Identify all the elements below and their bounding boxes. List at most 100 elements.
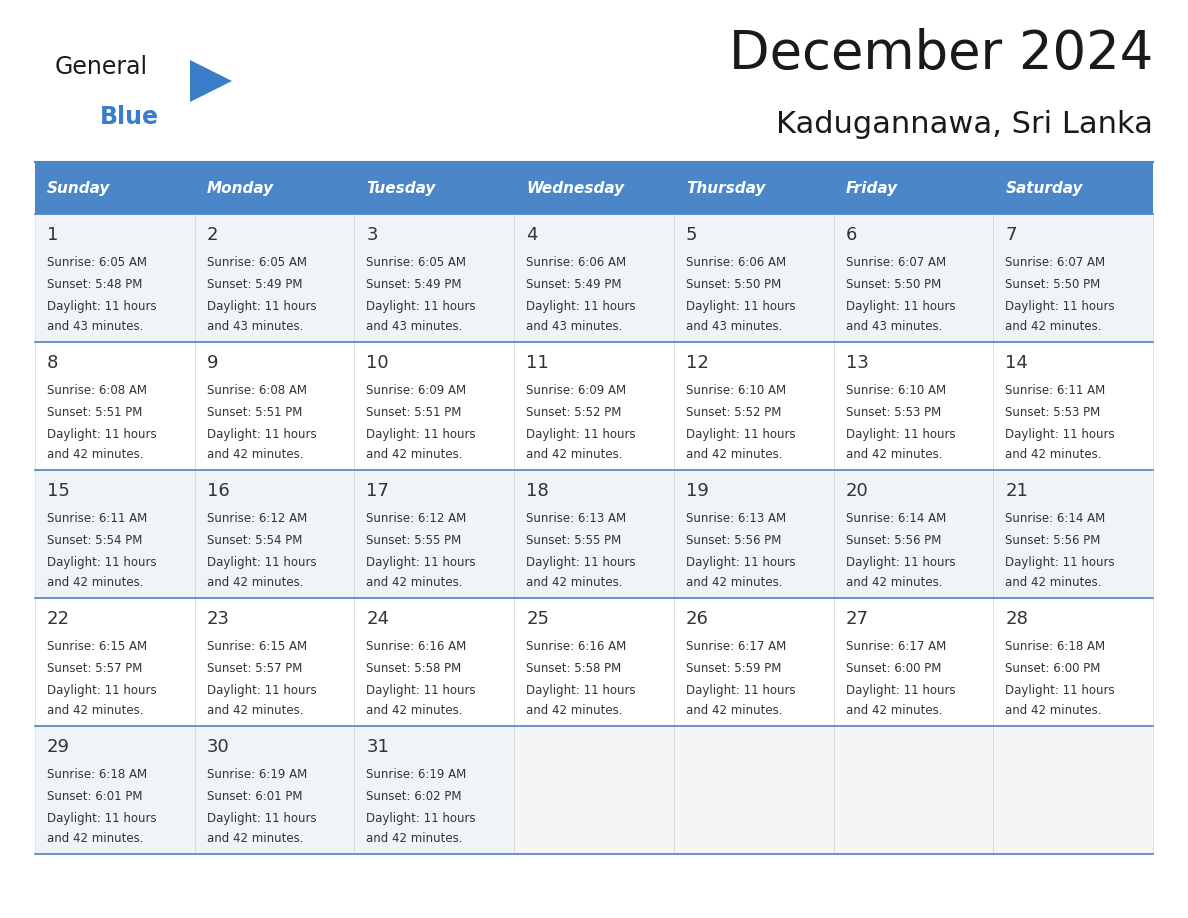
Text: 3: 3 bbox=[366, 226, 378, 244]
Bar bbox=[674, 726, 834, 854]
Text: Sunset: 5:57 PM: Sunset: 5:57 PM bbox=[207, 662, 302, 675]
Bar bbox=[514, 470, 674, 598]
Text: Sunset: 5:52 PM: Sunset: 5:52 PM bbox=[526, 406, 621, 419]
Text: and 43 minutes.: and 43 minutes. bbox=[846, 320, 942, 333]
Bar bbox=[514, 342, 674, 470]
Text: Daylight: 11 hours: Daylight: 11 hours bbox=[1005, 684, 1114, 697]
Text: Monday: Monday bbox=[207, 181, 274, 196]
Bar bbox=[34, 598, 195, 726]
Text: 31: 31 bbox=[366, 738, 390, 756]
Text: 15: 15 bbox=[48, 482, 70, 500]
Text: Sunset: 5:54 PM: Sunset: 5:54 PM bbox=[207, 534, 302, 547]
Text: Sunrise: 6:15 AM: Sunrise: 6:15 AM bbox=[48, 640, 147, 653]
Bar bbox=[834, 726, 993, 854]
Text: and 43 minutes.: and 43 minutes. bbox=[207, 320, 303, 333]
Text: Daylight: 11 hours: Daylight: 11 hours bbox=[1005, 556, 1114, 569]
Text: Daylight: 11 hours: Daylight: 11 hours bbox=[48, 556, 157, 569]
Text: Daylight: 11 hours: Daylight: 11 hours bbox=[526, 556, 636, 569]
Text: Sunrise: 6:05 AM: Sunrise: 6:05 AM bbox=[366, 256, 467, 269]
Text: Sunset: 5:59 PM: Sunset: 5:59 PM bbox=[685, 662, 782, 675]
Text: Friday: Friday bbox=[846, 181, 898, 196]
Bar bbox=[354, 470, 514, 598]
Text: Sunset: 5:58 PM: Sunset: 5:58 PM bbox=[526, 662, 621, 675]
Text: Sunset: 5:48 PM: Sunset: 5:48 PM bbox=[48, 278, 143, 291]
Bar bbox=[993, 726, 1154, 854]
Text: December 2024: December 2024 bbox=[728, 28, 1154, 80]
Text: Sunset: 5:52 PM: Sunset: 5:52 PM bbox=[685, 406, 782, 419]
Text: and 42 minutes.: and 42 minutes. bbox=[366, 448, 463, 461]
Text: Sunset: 6:01 PM: Sunset: 6:01 PM bbox=[207, 790, 302, 803]
Text: Daylight: 11 hours: Daylight: 11 hours bbox=[366, 300, 476, 313]
Text: 10: 10 bbox=[366, 354, 388, 372]
Text: and 42 minutes.: and 42 minutes. bbox=[685, 448, 783, 461]
Text: and 42 minutes.: and 42 minutes. bbox=[846, 448, 942, 461]
Text: Daylight: 11 hours: Daylight: 11 hours bbox=[207, 428, 316, 441]
Bar bbox=[195, 598, 354, 726]
Bar bbox=[674, 162, 834, 214]
Text: Thursday: Thursday bbox=[685, 181, 765, 196]
Bar bbox=[354, 726, 514, 854]
Text: Daylight: 11 hours: Daylight: 11 hours bbox=[846, 428, 955, 441]
Bar bbox=[195, 726, 354, 854]
Text: Daylight: 11 hours: Daylight: 11 hours bbox=[526, 428, 636, 441]
Text: Sunset: 5:51 PM: Sunset: 5:51 PM bbox=[366, 406, 462, 419]
Bar bbox=[514, 726, 674, 854]
Text: Sunrise: 6:07 AM: Sunrise: 6:07 AM bbox=[846, 256, 946, 269]
Text: Sunrise: 6:16 AM: Sunrise: 6:16 AM bbox=[526, 640, 626, 653]
Text: and 43 minutes.: and 43 minutes. bbox=[48, 320, 144, 333]
Text: Daylight: 11 hours: Daylight: 11 hours bbox=[526, 300, 636, 313]
Text: Sunset: 6:01 PM: Sunset: 6:01 PM bbox=[48, 790, 143, 803]
Text: Daylight: 11 hours: Daylight: 11 hours bbox=[526, 684, 636, 697]
Text: Sunrise: 6:09 AM: Sunrise: 6:09 AM bbox=[366, 384, 467, 397]
Bar bbox=[834, 214, 993, 342]
Text: Daylight: 11 hours: Daylight: 11 hours bbox=[1005, 300, 1114, 313]
Text: Daylight: 11 hours: Daylight: 11 hours bbox=[846, 684, 955, 697]
Text: Tuesday: Tuesday bbox=[366, 181, 436, 196]
Bar bbox=[834, 342, 993, 470]
Bar bbox=[674, 214, 834, 342]
Text: Daylight: 11 hours: Daylight: 11 hours bbox=[48, 684, 157, 697]
Text: 30: 30 bbox=[207, 738, 229, 756]
Text: and 42 minutes.: and 42 minutes. bbox=[48, 832, 144, 845]
Bar bbox=[195, 342, 354, 470]
Text: Sunrise: 6:10 AM: Sunrise: 6:10 AM bbox=[685, 384, 786, 397]
Bar bbox=[993, 214, 1154, 342]
Text: 1: 1 bbox=[48, 226, 58, 244]
Text: Sunrise: 6:11 AM: Sunrise: 6:11 AM bbox=[1005, 384, 1106, 397]
Text: Sunrise: 6:08 AM: Sunrise: 6:08 AM bbox=[207, 384, 307, 397]
Text: Sunset: 5:56 PM: Sunset: 5:56 PM bbox=[1005, 534, 1100, 547]
Text: 11: 11 bbox=[526, 354, 549, 372]
Bar bbox=[34, 726, 195, 854]
Text: Sunrise: 6:13 AM: Sunrise: 6:13 AM bbox=[526, 512, 626, 525]
Text: and 42 minutes.: and 42 minutes. bbox=[207, 704, 303, 717]
Text: Sunrise: 6:17 AM: Sunrise: 6:17 AM bbox=[846, 640, 946, 653]
Text: and 42 minutes.: and 42 minutes. bbox=[1005, 448, 1101, 461]
Text: Sunrise: 6:19 AM: Sunrise: 6:19 AM bbox=[207, 768, 307, 781]
Text: Daylight: 11 hours: Daylight: 11 hours bbox=[685, 300, 796, 313]
Text: Daylight: 11 hours: Daylight: 11 hours bbox=[685, 684, 796, 697]
Text: 2: 2 bbox=[207, 226, 219, 244]
Text: Sunset: 6:02 PM: Sunset: 6:02 PM bbox=[366, 790, 462, 803]
Text: and 42 minutes.: and 42 minutes. bbox=[207, 832, 303, 845]
Bar bbox=[34, 162, 195, 214]
Text: Daylight: 11 hours: Daylight: 11 hours bbox=[48, 300, 157, 313]
Text: Sunrise: 6:18 AM: Sunrise: 6:18 AM bbox=[48, 768, 147, 781]
Text: Sunrise: 6:05 AM: Sunrise: 6:05 AM bbox=[48, 256, 147, 269]
Text: 6: 6 bbox=[846, 226, 857, 244]
Text: Sunrise: 6:15 AM: Sunrise: 6:15 AM bbox=[207, 640, 307, 653]
Text: Sunrise: 6:14 AM: Sunrise: 6:14 AM bbox=[846, 512, 946, 525]
Text: Sunrise: 6:12 AM: Sunrise: 6:12 AM bbox=[366, 512, 467, 525]
Bar bbox=[195, 470, 354, 598]
Text: and 43 minutes.: and 43 minutes. bbox=[685, 320, 782, 333]
Bar bbox=[514, 598, 674, 726]
Text: Sunrise: 6:09 AM: Sunrise: 6:09 AM bbox=[526, 384, 626, 397]
Text: Sunrise: 6:05 AM: Sunrise: 6:05 AM bbox=[207, 256, 307, 269]
Text: and 42 minutes.: and 42 minutes. bbox=[526, 704, 623, 717]
Bar bbox=[834, 470, 993, 598]
Bar bbox=[674, 598, 834, 726]
Text: Sunset: 5:50 PM: Sunset: 5:50 PM bbox=[685, 278, 781, 291]
Text: Daylight: 11 hours: Daylight: 11 hours bbox=[685, 428, 796, 441]
Bar bbox=[354, 342, 514, 470]
Text: 4: 4 bbox=[526, 226, 538, 244]
Text: Daylight: 11 hours: Daylight: 11 hours bbox=[1005, 428, 1114, 441]
